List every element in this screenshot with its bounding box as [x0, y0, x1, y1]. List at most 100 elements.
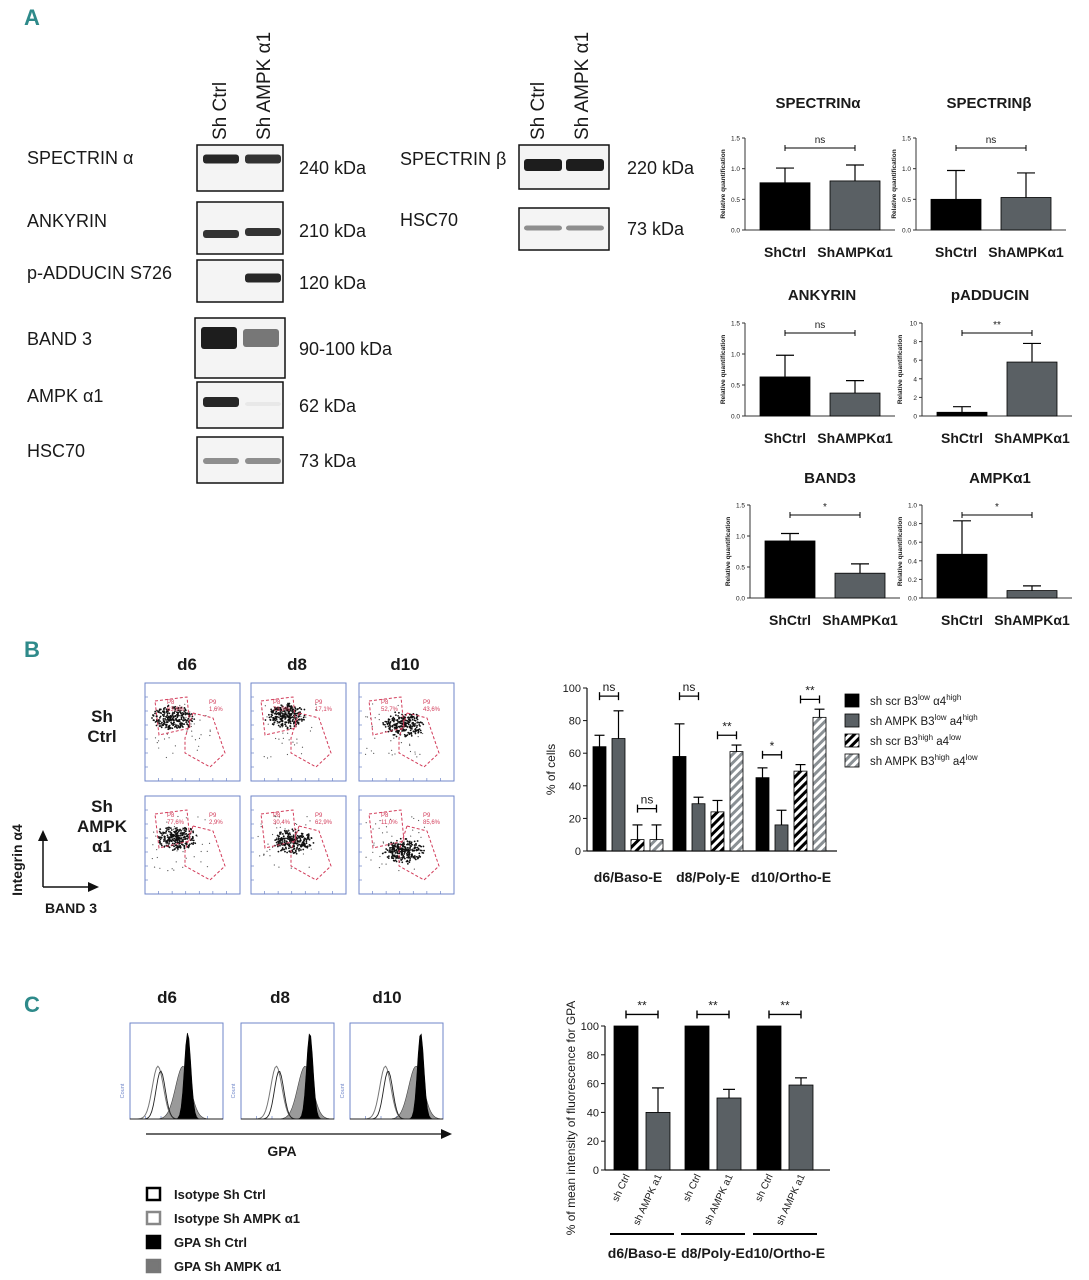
x-tick-label: ShCtrl [941, 430, 983, 446]
x-bar-label: sh Ctrl [754, 1173, 776, 1204]
flow-event [263, 853, 265, 855]
flow-event [405, 838, 408, 840]
flow-row-label: Sh [91, 797, 113, 816]
flow-event [300, 832, 303, 835]
flow-event [292, 834, 295, 837]
flow-event [171, 834, 173, 837]
flow-event [291, 707, 294, 709]
legend-text: sh scr B3 [870, 696, 918, 708]
flow-event [416, 846, 419, 849]
flow-event [168, 846, 171, 849]
flow-event [192, 830, 194, 833]
flow-event [279, 826, 281, 828]
flow-event [168, 719, 171, 722]
blot-membrane [196, 144, 284, 192]
flow-event [402, 845, 405, 847]
histo-legend-swatch [145, 1258, 162, 1274]
flow-event [406, 734, 409, 736]
flow-event [403, 850, 406, 853]
gate-p9 [398, 825, 440, 881]
gate-name: P8 [381, 700, 389, 706]
flow-event [158, 747, 160, 749]
flow-event [416, 721, 419, 724]
flow-event [398, 711, 400, 714]
flow-event [183, 706, 186, 709]
flow-event [155, 724, 158, 727]
flow-event [154, 712, 156, 715]
flow-event [170, 836, 173, 839]
flow-event [176, 727, 179, 729]
flow-event [407, 843, 409, 845]
flow-event [279, 842, 281, 844]
flow-event [277, 837, 280, 840]
flow-event [416, 729, 418, 732]
flow-event [296, 837, 299, 840]
flow-event [167, 828, 170, 831]
flow-event [382, 842, 385, 844]
flow-event [390, 850, 393, 853]
flow-event [279, 839, 282, 842]
blot-kda-label: 73 kDa [627, 219, 685, 239]
flow-event [365, 822, 367, 824]
bar [834, 572, 886, 599]
flow-event [401, 847, 404, 850]
flow-event [402, 855, 405, 858]
legend-text: a4 [933, 736, 950, 748]
flow-event [163, 713, 165, 716]
flow-event [279, 720, 281, 723]
flow-event [285, 713, 288, 716]
flow-event [390, 841, 393, 844]
flow-event [170, 715, 173, 718]
flow-event [392, 844, 395, 847]
flow-event [415, 716, 418, 719]
y-tick-label: 1.5 [902, 136, 911, 143]
gate-value: 2,9% [209, 820, 223, 826]
flow-event [306, 833, 309, 836]
histogram: Count [120, 1022, 224, 1120]
flow-event [391, 754, 393, 756]
legend-sup: high [918, 733, 933, 742]
flow-event [403, 841, 405, 843]
flow-event [308, 838, 311, 841]
flow-event [280, 831, 282, 834]
flow-event [167, 728, 170, 731]
flow-event [180, 840, 182, 843]
flow-event [275, 815, 277, 818]
flow-event [385, 826, 388, 828]
flow-event [299, 714, 301, 717]
flow-event [404, 725, 407, 728]
flow-event [397, 714, 400, 717]
grouped-bar-chart-c: 0 20 40 60 80 100% of mean intensity of fluor… [564, 998, 830, 1261]
flow-event [159, 867, 161, 869]
flow-event [185, 842, 188, 845]
flow-event [291, 708, 294, 711]
flow-event [408, 721, 411, 724]
flow-event [153, 831, 155, 833]
chart-title: ANKYRIN [788, 287, 856, 304]
flow-event [179, 711, 182, 714]
flow-event [401, 722, 403, 725]
flow-event [199, 719, 201, 721]
blot-kda-label: 90-100 kDa [299, 339, 393, 359]
flow-event [179, 828, 181, 831]
flow-event [190, 723, 192, 725]
bar [672, 756, 687, 852]
flow-event [303, 844, 305, 847]
bar [759, 376, 811, 417]
y-tick-label: 1.5 [731, 136, 740, 143]
flow-event [387, 844, 390, 847]
flow-event [408, 861, 411, 864]
flow-event [155, 720, 158, 723]
y-tick-label: 10 [910, 321, 918, 328]
gate-p8 [260, 696, 297, 736]
flow-event [397, 725, 400, 728]
flow-event [307, 834, 310, 837]
bar [1006, 361, 1058, 417]
flow-event [410, 734, 413, 737]
flow-event [379, 819, 381, 822]
y-tick-label: 40 [587, 1107, 599, 1119]
gate-value: 63,6% [167, 707, 185, 713]
flow-event [295, 714, 298, 717]
